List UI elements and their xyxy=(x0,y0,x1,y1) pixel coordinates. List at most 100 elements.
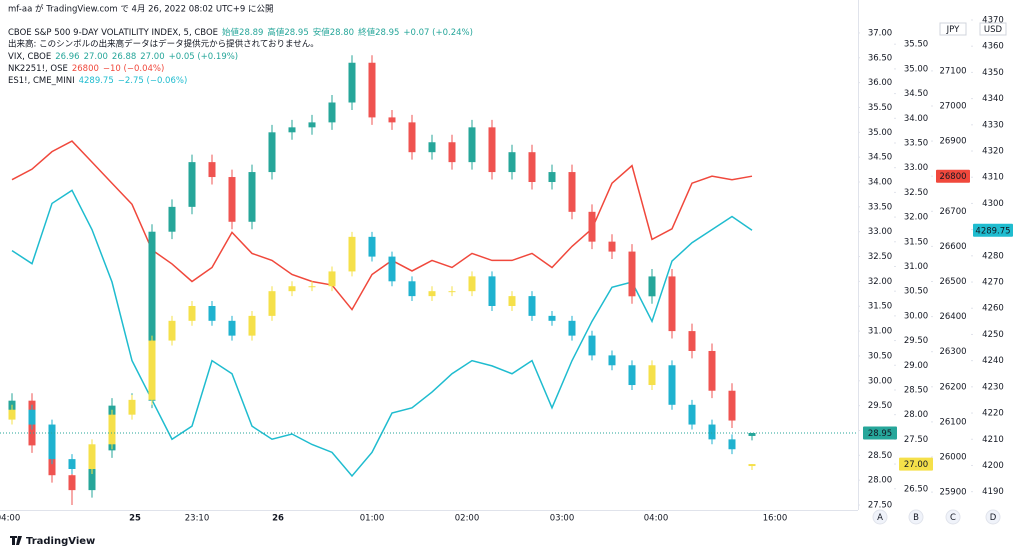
price-line xyxy=(11,140,753,311)
y-tick-label: 4360 xyxy=(982,42,1004,52)
candle-body xyxy=(488,276,496,306)
footer-bar xyxy=(0,528,1024,553)
candle-body xyxy=(748,464,756,467)
scale-button xyxy=(985,509,1001,525)
scale-letter: C xyxy=(950,513,956,523)
last-price-tag xyxy=(899,457,933,471)
legend-value: 26.88 xyxy=(112,52,136,62)
last-price-label: 4289.75 xyxy=(975,226,1010,236)
y-tick-label: 30.00 xyxy=(904,311,928,321)
y-tick-label: 4190 xyxy=(982,487,1004,497)
volume-note: 出来高: このシンボルの出来高データはデータ提供元から提供されておりません。 xyxy=(8,39,319,50)
candle-body xyxy=(668,276,676,332)
candle-body xyxy=(728,390,736,421)
legend-value: 高値28.95 xyxy=(267,27,308,38)
candle-body xyxy=(168,206,176,232)
candle-body xyxy=(28,409,36,425)
y-tick-label: 35.00 xyxy=(868,128,892,138)
y-tick-label: 31.50 xyxy=(868,302,892,312)
candle-body xyxy=(568,320,576,336)
candle-body xyxy=(468,127,476,163)
x-tick-label: 04:00 xyxy=(644,514,669,524)
candle-body xyxy=(88,444,96,470)
legend-value: 終値28.95 xyxy=(358,27,399,38)
candle-body xyxy=(548,315,556,321)
candle-body xyxy=(8,409,16,420)
y-tick-label: 26700 xyxy=(939,207,966,217)
x-tick-label: 25 xyxy=(129,514,141,524)
legend-name: VIX, CBOE xyxy=(8,52,51,62)
legend-value: +0.05 (+0.19%) xyxy=(169,52,239,62)
y-tick-label: 4250 xyxy=(982,330,1004,340)
candle-body xyxy=(348,236,356,272)
x-tick-label: 03:00 xyxy=(550,514,575,524)
candle-body xyxy=(228,177,236,222)
y-tick-label: 26400 xyxy=(939,312,966,322)
candle-body xyxy=(508,296,516,306)
candle-body xyxy=(448,142,456,163)
y-tick-label: 28.00 xyxy=(904,410,928,420)
candle-body xyxy=(608,355,616,366)
scale-button xyxy=(945,509,961,525)
candle-body xyxy=(388,117,396,123)
candle-body xyxy=(368,236,376,257)
y-tick-label: 28.00 xyxy=(868,476,892,486)
unit-box xyxy=(939,22,967,36)
candle-body xyxy=(228,320,236,336)
y-tick-label: 4230 xyxy=(982,382,1004,392)
legend-entry: ES1!, CME_MINI 4289.75 −2.75 (−0.06%) xyxy=(8,76,187,86)
legend-name: NK2251!, OSE xyxy=(8,64,68,74)
y-tick-label: 26100 xyxy=(939,417,966,427)
candle-body xyxy=(528,152,536,183)
header: mf-aa が TradingView.com で 4月 26, 2022 08… xyxy=(8,4,273,15)
y-tick-label: 29.00 xyxy=(904,361,928,371)
y-tick-label: 27.50 xyxy=(904,435,928,445)
last-price-label: 26800 xyxy=(939,172,966,182)
candle-body xyxy=(428,291,436,297)
candle-body xyxy=(648,365,656,386)
candle-body xyxy=(448,291,456,293)
y-tick-label: 26300 xyxy=(939,347,966,357)
y-tick-label: 32.50 xyxy=(904,188,928,198)
y-tick-label: 4270 xyxy=(982,278,1004,288)
y-tick-label: 37.00 xyxy=(868,28,892,38)
candle-body xyxy=(248,315,256,336)
candle-body xyxy=(108,414,116,445)
candle-body xyxy=(208,305,216,321)
candle-body xyxy=(68,475,76,491)
y-tick-label: 34.00 xyxy=(868,178,892,188)
legend-entry: NK2251!, OSE 26800 −10 (−0.04%) xyxy=(8,64,164,74)
unit-label: JPY xyxy=(946,25,960,35)
y-tick-label: 29.50 xyxy=(868,401,892,411)
y-tick-label: 30.50 xyxy=(904,287,928,297)
candle-body xyxy=(468,276,476,292)
candle-body xyxy=(688,404,696,425)
logo xyxy=(10,536,22,545)
candle-body xyxy=(48,424,56,460)
last-price-tag xyxy=(863,426,897,440)
y-tick-label: 33.50 xyxy=(904,138,928,148)
y-tick-label: 4330 xyxy=(982,120,1004,130)
candle-body xyxy=(408,122,416,153)
candle-body xyxy=(148,340,156,400)
candle-body xyxy=(368,62,376,118)
candle-body xyxy=(408,281,416,297)
candle-body xyxy=(148,231,156,401)
y-tick-label: 34.00 xyxy=(904,114,928,124)
y-tick-label: 35.50 xyxy=(904,40,928,50)
legend-value: 26.96 xyxy=(55,52,79,62)
candle-body xyxy=(548,172,556,183)
y-tick-label: 4260 xyxy=(982,304,1004,314)
legend-entry: VIX, CBOE 26.96 27.00 26.88 27.00 +0.05 (+0.1… xyxy=(8,52,238,62)
scale-button xyxy=(908,509,924,525)
legend-value: 始値28.89 xyxy=(222,27,263,38)
y-tick-label: 30.50 xyxy=(868,351,892,361)
last-price-tag xyxy=(973,223,1013,237)
legend-value: 4289.75 xyxy=(79,76,114,86)
footer-brand: TradingView xyxy=(26,536,95,547)
candle-body xyxy=(568,172,576,212)
unit-box xyxy=(979,22,1007,36)
y-tick-label: 29.50 xyxy=(904,336,928,346)
y-tick-label: 33.00 xyxy=(904,163,928,173)
candle-body xyxy=(208,162,216,178)
